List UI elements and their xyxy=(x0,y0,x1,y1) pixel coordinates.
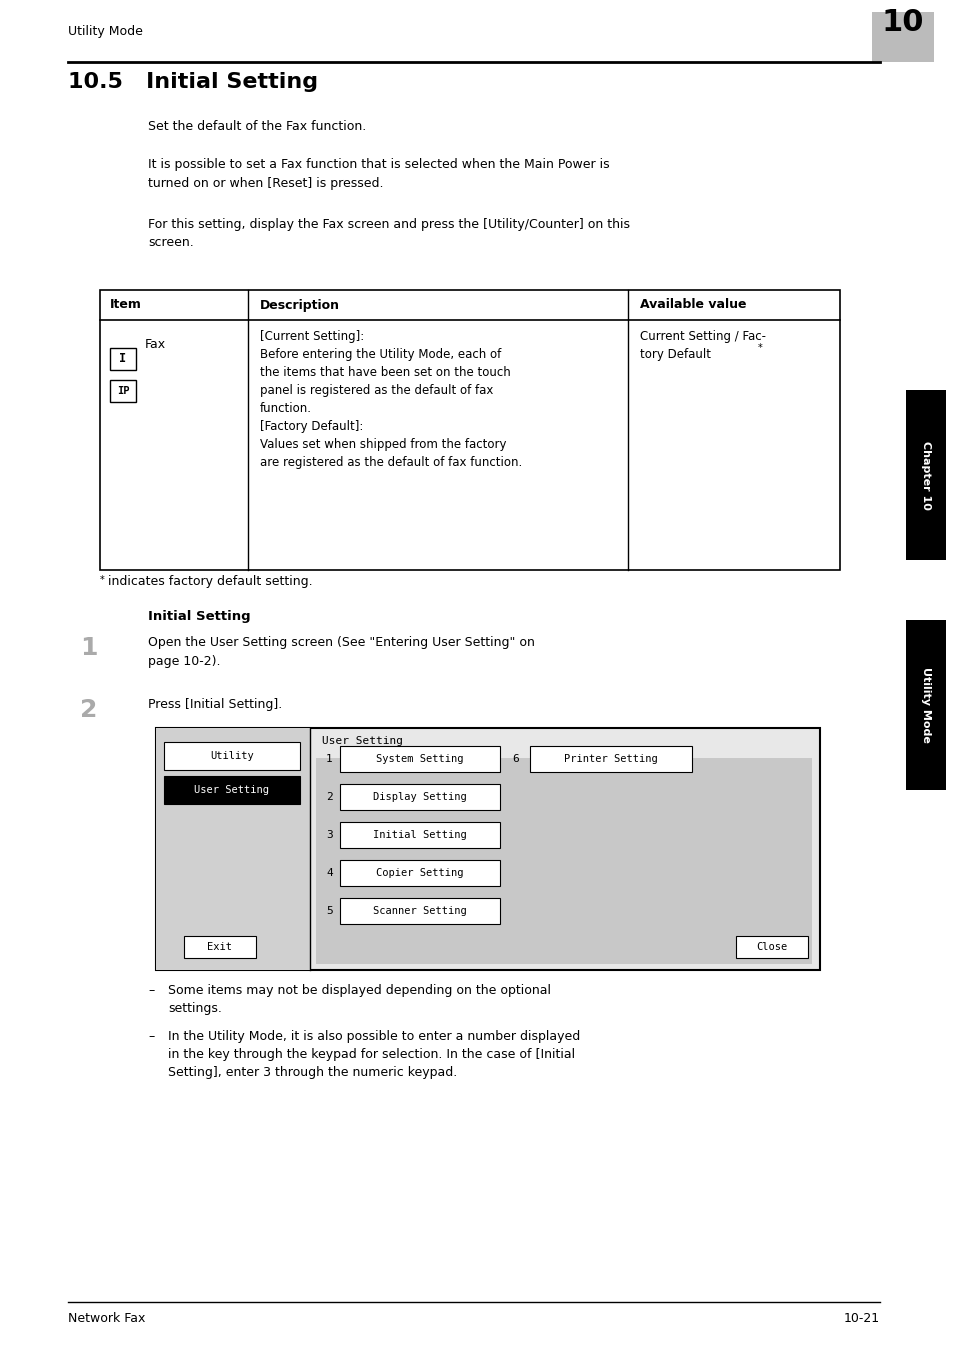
Text: Description: Description xyxy=(260,299,339,311)
Text: –: – xyxy=(148,984,154,996)
Text: Network Fax: Network Fax xyxy=(68,1311,145,1325)
Text: I: I xyxy=(119,353,127,365)
Text: Some items may not be displayed depending on the optional
settings.: Some items may not be displayed dependin… xyxy=(168,984,551,1015)
Bar xyxy=(530,746,691,772)
Text: Utility: Utility xyxy=(210,750,253,761)
Text: Initial Setting: Initial Setting xyxy=(373,830,466,840)
Text: 2: 2 xyxy=(326,792,333,802)
Text: Press [Initial Setting].: Press [Initial Setting]. xyxy=(148,698,282,711)
Text: 4: 4 xyxy=(326,868,333,877)
Bar xyxy=(339,898,499,923)
Text: 2: 2 xyxy=(80,698,97,722)
Text: IP: IP xyxy=(116,387,129,396)
Text: Display Setting: Display Setting xyxy=(373,792,466,802)
Bar xyxy=(156,727,310,969)
Bar xyxy=(339,860,499,886)
Text: Exit: Exit xyxy=(208,942,233,952)
Text: 1: 1 xyxy=(326,754,333,764)
Bar xyxy=(871,12,933,62)
Text: User Setting: User Setting xyxy=(322,735,402,746)
Text: Utility Mode: Utility Mode xyxy=(920,667,930,744)
Text: 10.5   Initial Setting: 10.5 Initial Setting xyxy=(68,72,317,92)
Text: *: * xyxy=(758,343,762,353)
Text: *: * xyxy=(100,575,105,585)
Text: Current Setting / Fac-
tory Default: Current Setting / Fac- tory Default xyxy=(639,330,765,361)
Text: 5: 5 xyxy=(326,906,333,917)
Bar xyxy=(339,784,499,810)
Text: In the Utility Mode, it is also possible to enter a number displayed
in the key : In the Utility Mode, it is also possible… xyxy=(168,1030,579,1079)
Text: Printer Setting: Printer Setting xyxy=(563,754,658,764)
Text: Open the User Setting screen (See "Entering User Setting" on
page 10-2).: Open the User Setting screen (See "Enter… xyxy=(148,635,535,668)
Text: Item: Item xyxy=(110,299,142,311)
Text: Available value: Available value xyxy=(639,299,745,311)
Text: Set the default of the Fax function.: Set the default of the Fax function. xyxy=(148,120,366,132)
Text: indicates factory default setting.: indicates factory default setting. xyxy=(108,575,313,588)
Text: 10-21: 10-21 xyxy=(843,1311,879,1325)
Text: It is possible to set a Fax function that is selected when the Main Power is
tur: It is possible to set a Fax function tha… xyxy=(148,158,609,189)
Bar xyxy=(905,389,945,560)
Bar xyxy=(100,289,840,320)
Text: 1: 1 xyxy=(80,635,97,660)
Bar xyxy=(156,727,820,969)
Text: 3: 3 xyxy=(326,830,333,840)
Text: Chapter 10: Chapter 10 xyxy=(920,441,930,510)
Text: Fax: Fax xyxy=(145,338,166,352)
Text: –: – xyxy=(148,1030,154,1042)
Bar xyxy=(339,822,499,848)
Bar xyxy=(735,936,807,959)
Text: System Setting: System Setting xyxy=(375,754,463,764)
Text: Copier Setting: Copier Setting xyxy=(375,868,463,877)
Bar xyxy=(164,742,299,771)
Bar xyxy=(339,746,499,772)
Text: [Current Setting]:
Before entering the Utility Mode, each of
the items that have: [Current Setting]: Before entering the U… xyxy=(260,330,521,469)
Text: Close: Close xyxy=(756,942,787,952)
Bar xyxy=(164,776,299,804)
Text: Utility Mode: Utility Mode xyxy=(68,24,143,38)
Bar xyxy=(110,380,136,402)
Bar xyxy=(905,621,945,790)
Bar xyxy=(110,347,136,370)
Text: 10: 10 xyxy=(881,8,923,37)
Text: User Setting: User Setting xyxy=(194,786,269,795)
Bar xyxy=(315,758,811,964)
Bar xyxy=(184,936,255,959)
Text: For this setting, display the Fax screen and press the [Utility/Counter] on this: For this setting, display the Fax screen… xyxy=(148,218,629,250)
Bar xyxy=(100,289,840,571)
Text: Initial Setting: Initial Setting xyxy=(148,610,251,623)
Text: 6: 6 xyxy=(512,754,518,764)
Text: Scanner Setting: Scanner Setting xyxy=(373,906,466,917)
